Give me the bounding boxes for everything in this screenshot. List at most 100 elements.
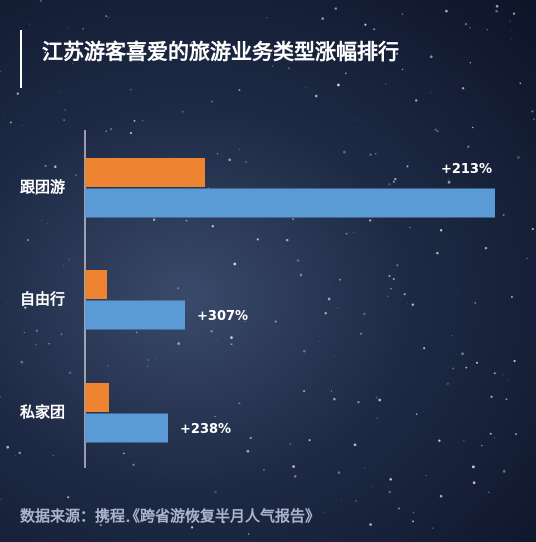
star: [67, 496, 70, 499]
star: [344, 72, 347, 75]
star: [388, 490, 391, 494]
star: [107, 365, 109, 367]
star: [507, 378, 509, 380]
star: [289, 443, 292, 445]
star: [495, 9, 498, 13]
star: [451, 335, 453, 337]
star: [216, 153, 219, 155]
star: [364, 23, 367, 26]
star: [337, 83, 340, 87]
star: [75, 174, 77, 176]
star: [190, 526, 194, 529]
star: [401, 13, 404, 15]
star: [99, 524, 102, 527]
star: [24, 306, 27, 309]
star: [514, 433, 517, 436]
star: [334, 7, 337, 10]
star: [533, 118, 535, 121]
star: [7, 303, 9, 304]
star: [274, 320, 277, 323]
star: [152, 218, 156, 221]
star: [434, 128, 438, 132]
star: [68, 258, 70, 261]
star: [452, 367, 455, 370]
data-source-note: 数据来源：携程《跨省游恢复半月人气报告》: [20, 507, 321, 525]
star: [308, 439, 311, 442]
star: [369, 153, 372, 156]
star: [132, 463, 135, 466]
star: [513, 359, 516, 363]
star: [472, 465, 475, 469]
star: [357, 400, 360, 404]
star: [208, 105, 210, 107]
star: [387, 486, 389, 488]
star: [356, 119, 358, 121]
star: [425, 475, 427, 477]
star: [35, 193, 37, 196]
star: [493, 437, 495, 439]
star: [392, 180, 395, 183]
star: [287, 67, 290, 70]
star: [222, 520, 225, 524]
star: [345, 232, 348, 235]
star: [327, 297, 331, 301]
star: [330, 390, 332, 392]
star: [16, 92, 19, 95]
star: [407, 148, 409, 150]
star: [415, 99, 418, 102]
star: [247, 533, 250, 535]
star: [429, 92, 431, 94]
category-label: 私家团: [19, 403, 65, 421]
growth-label: +213%: [441, 162, 492, 177]
star: [502, 374, 504, 376]
star: [129, 131, 133, 135]
star: [35, 329, 39, 332]
star: [406, 303, 408, 305]
star: [29, 23, 30, 25]
star: [362, 312, 366, 316]
star: [221, 170, 222, 171]
star: [65, 47, 66, 49]
star: [437, 130, 439, 132]
star: [45, 57, 48, 60]
star: [90, 41, 92, 43]
star: [294, 475, 297, 478]
star: [531, 110, 534, 113]
star: [463, 440, 465, 442]
star: [244, 320, 246, 322]
star: [230, 343, 233, 346]
star: [373, 28, 376, 31]
star: [502, 470, 506, 473]
star: [401, 68, 404, 71]
bar-blue: [85, 413, 168, 443]
star: [0, 498, 1, 500]
star: [311, 514, 313, 517]
star: [406, 165, 409, 168]
star: [336, 306, 339, 309]
star: [29, 408, 31, 410]
star: [464, 22, 468, 26]
star: [107, 17, 109, 19]
star: [262, 468, 265, 471]
star: [292, 465, 295, 468]
star: [333, 397, 336, 401]
star: [68, 371, 72, 375]
star: [472, 481, 476, 484]
star: [44, 51, 46, 54]
star: [353, 54, 355, 56]
star: [54, 165, 57, 169]
star: [341, 499, 342, 501]
star: [238, 148, 240, 150]
star: [447, 180, 451, 184]
star: [105, 15, 108, 17]
star: [63, 264, 64, 266]
star: [353, 232, 354, 233]
star: [191, 42, 193, 44]
chart-title: 江苏游客喜爱的旅游业务类型涨幅排行: [42, 40, 399, 64]
star: [502, 213, 505, 217]
star: [461, 87, 465, 90]
star: [42, 58, 44, 60]
star: [353, 443, 357, 447]
star: [14, 455, 16, 457]
